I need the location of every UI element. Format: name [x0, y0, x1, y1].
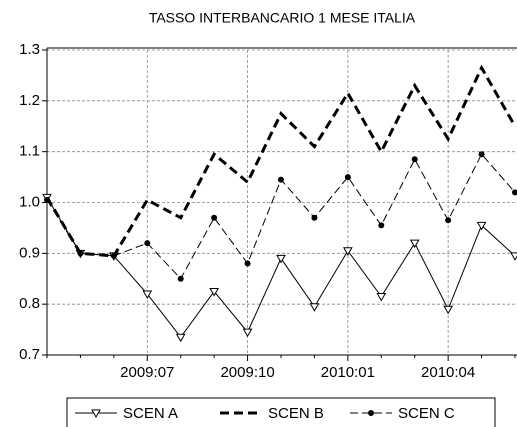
y-tick-label: 1.0: [19, 193, 40, 210]
y-tick-label: 1.1: [19, 143, 40, 160]
chart-title: TASSO INTERBANCARIO 1 MESE ITALIA: [149, 10, 416, 26]
marker: [177, 275, 184, 282]
legend-label: SCEN A: [123, 405, 178, 422]
legend-box: [66, 397, 496, 427]
marker: [244, 260, 251, 267]
x-tick-label: 2009:07: [120, 364, 174, 381]
marker: [242, 328, 253, 338]
marker: [512, 189, 517, 196]
marker: [342, 247, 353, 256]
y-tick-label: 1.3: [19, 41, 40, 58]
marker: [309, 303, 320, 312]
marker: [211, 214, 218, 221]
marker: [91, 409, 101, 419]
legend-label: SCEN C: [398, 405, 455, 422]
marker: [209, 287, 220, 297]
x-tick-label: 2009:10: [220, 364, 274, 381]
series-line: [45, 64, 517, 258]
marker: [478, 151, 485, 158]
marker: [142, 290, 153, 300]
marker: [276, 254, 286, 264]
x-tick-label: 2010:01: [321, 364, 375, 381]
x-tick-label: 2010:04: [421, 364, 475, 381]
marker: [476, 221, 487, 231]
y-tick-label: 1.2: [19, 92, 40, 109]
y-tick-label: 0.8: [19, 295, 40, 312]
y-tick-label: 0.7: [19, 346, 40, 363]
marker: [344, 174, 351, 181]
marker: [443, 305, 454, 315]
marker: [144, 240, 151, 247]
marker: [411, 156, 418, 163]
marker: [510, 252, 517, 261]
marker: [368, 410, 374, 416]
marker: [376, 293, 387, 302]
marker: [311, 214, 318, 221]
marker: [445, 217, 452, 224]
series-line: [46, 197, 516, 339]
marker: [110, 252, 117, 259]
marker: [175, 333, 186, 343]
marker: [278, 176, 284, 183]
y-tick-label: 0.9: [19, 244, 40, 261]
legend-label: SCEN B: [268, 405, 324, 422]
marker: [44, 196, 50, 203]
marker: [77, 250, 84, 257]
marker: [409, 239, 420, 249]
marker: [378, 222, 385, 229]
